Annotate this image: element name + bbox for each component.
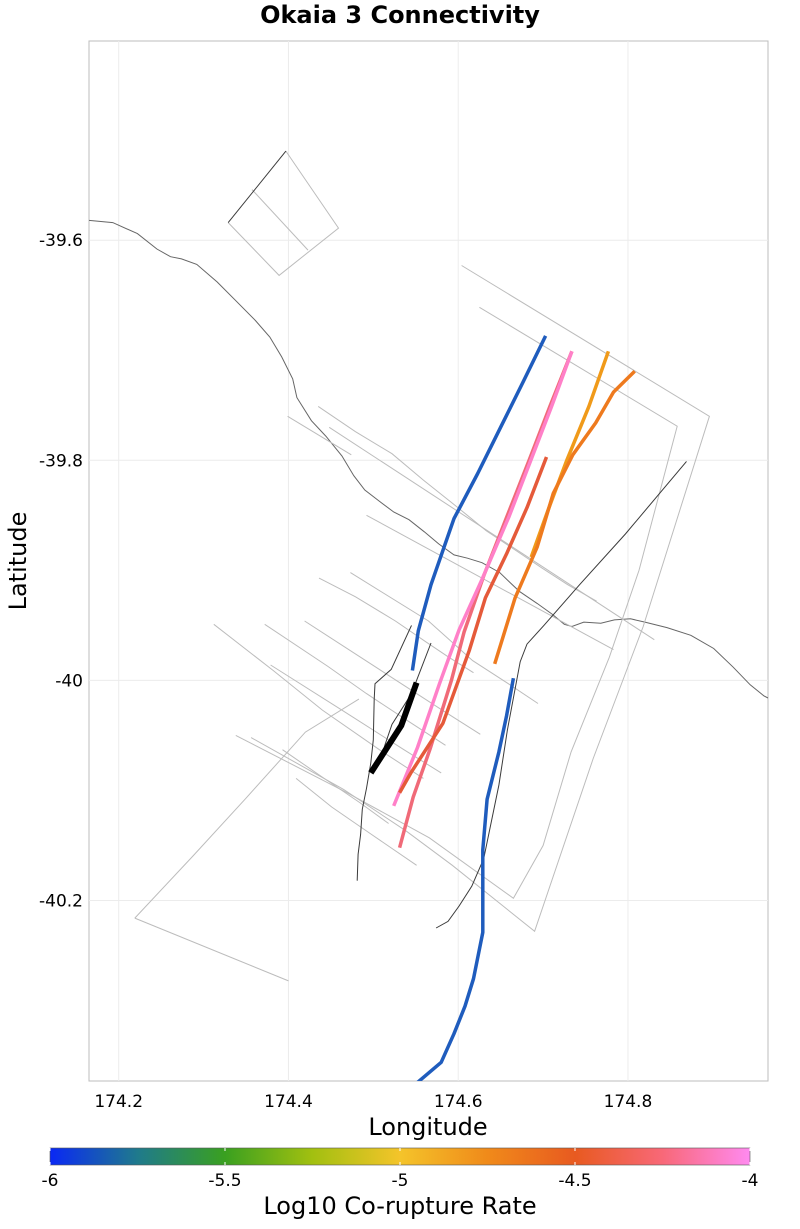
- x-tick-label: 174.4: [264, 1092, 313, 1112]
- x-tick-label: 174.6: [434, 1092, 483, 1112]
- map-layers: [89, 150, 768, 1081]
- y-tick-label: -40: [55, 671, 83, 691]
- fault-outline: [366, 514, 614, 651]
- x-axis-ticks: 174.2 174.4 174.6 174.8: [94, 1092, 652, 1112]
- x-tick-label: 174.8: [604, 1092, 653, 1112]
- fault-outline: [318, 577, 474, 674]
- fault-outline: [350, 572, 539, 704]
- rupture-line: [398, 456, 549, 794]
- fault-outline: [328, 426, 655, 641]
- y-tick-label: -39.6: [39, 231, 83, 251]
- fault-outline: [213, 623, 424, 779]
- y-axis-ticks: -39.6 -39.8 -40 -40.2: [39, 231, 83, 911]
- rupture-line: [416, 677, 516, 1081]
- y-axis-label: Latitude: [4, 512, 32, 611]
- fault-outline: [134, 698, 360, 919]
- plot-panel: [88, 40, 769, 1082]
- fault-outline: [295, 778, 417, 866]
- fault-outline: [282, 749, 389, 824]
- fault-outline: [235, 306, 678, 900]
- colorbar-tick-label: -5: [392, 1171, 409, 1191]
- fault-outline-layer: [134, 150, 710, 982]
- fault-trace: [227, 150, 287, 223]
- coastline: [89, 219, 768, 699]
- rupture-line: [368, 681, 420, 775]
- fault-outline: [227, 150, 340, 277]
- colorbar-tick-label: -4: [742, 1171, 759, 1191]
- rupture-line: [410, 335, 548, 671]
- rupture-line: [392, 350, 574, 807]
- colorbar-ticks: -6 -5.5 -5 -4.5 -4: [42, 1148, 759, 1191]
- colorbar-tick-label: -4.5: [558, 1171, 591, 1191]
- x-tick-label: 174.2: [94, 1092, 143, 1112]
- y-tick-label: -39.8: [39, 451, 83, 471]
- colorbar: -6 -5.5 -5 -4.5 -4 Log10 Co-rupture Rate: [42, 1147, 759, 1220]
- x-axis-label: Longitude: [368, 1113, 487, 1141]
- fault-outline: [134, 917, 289, 982]
- fault-trace: [356, 625, 412, 881]
- fault-outline: [264, 623, 446, 746]
- fault-outline: [251, 189, 309, 251]
- colorbar-tick-label: -6: [42, 1171, 59, 1191]
- fault-trace: [435, 461, 687, 929]
- rupture-line: [493, 369, 636, 665]
- coastline-layer: [89, 219, 768, 699]
- grid-lines: [89, 41, 768, 1081]
- fault-outline: [287, 415, 352, 456]
- plot-border: [88, 40, 769, 1082]
- colorbar-tick-label: -5.5: [208, 1171, 241, 1191]
- chart-title: Okaia 3 Connectivity: [260, 1, 540, 29]
- rupture-layer: [368, 335, 636, 1081]
- y-tick-label: -40.2: [39, 892, 83, 912]
- fault-outline: [250, 265, 710, 933]
- fault-trace-layer: [227, 150, 687, 929]
- colorbar-label: Log10 Co-rupture Rate: [263, 1192, 536, 1220]
- fault-outline: [317, 405, 597, 602]
